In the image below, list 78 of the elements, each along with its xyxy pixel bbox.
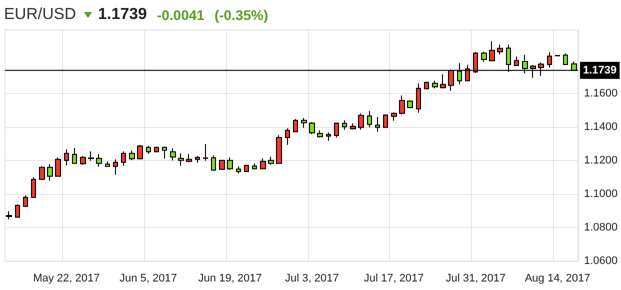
candlestick	[113, 158, 118, 176]
candlestick	[186, 154, 192, 163]
x-tick-label: Jul 31, 2017	[446, 272, 506, 284]
candlestick	[178, 152, 184, 166]
candlestick	[146, 146, 151, 154]
candlestick	[391, 112, 397, 122]
candlestick	[96, 154, 102, 168]
y-tick-label: 1.0800	[584, 222, 618, 234]
candlestick	[80, 156, 86, 166]
candlestick	[358, 112, 364, 130]
candlestick	[55, 156, 61, 178]
text: (-0.35%)	[214, 7, 268, 23]
candlestick	[497, 44, 503, 55]
candlestick	[416, 82, 421, 114]
candlestick	[31, 176, 36, 198]
candlestick	[268, 156, 274, 166]
y-tick-label: 1.1400	[584, 121, 618, 134]
candlestick	[15, 204, 20, 218]
candlestick	[276, 134, 282, 164]
candlestick	[162, 146, 167, 160]
candlestick	[227, 156, 233, 170]
y-tick-label: 1.0600	[584, 255, 618, 267]
candlestick	[293, 118, 298, 133]
ref-line-label: 1.1739	[583, 64, 617, 76]
candlestick	[424, 81, 429, 90]
x-tick-label: Aug 14, 2017	[524, 272, 590, 284]
candlestick	[350, 122, 356, 130]
candlestick	[219, 160, 225, 170]
candlestick	[432, 80, 438, 89]
candlestick	[342, 120, 347, 130]
candlestick	[121, 150, 126, 166]
candlestick	[399, 94, 405, 115]
candlestick	[334, 122, 339, 138]
candlestick	[64, 148, 69, 166]
candlestick	[260, 158, 266, 170]
x-tick-label: Jun 5, 2017	[120, 272, 177, 284]
candlestick	[309, 122, 315, 135]
candlestick	[137, 144, 143, 160]
candlestick	[367, 110, 372, 128]
candlestick	[129, 150, 135, 161]
candlestick	[23, 194, 28, 208]
x-tick-label: Jun 19, 2017	[198, 272, 262, 284]
x-tick-label: May 22, 2017	[33, 272, 100, 284]
candlestick	[317, 130, 323, 138]
candlestick	[211, 154, 216, 172]
y-tick-label: 1.1200	[584, 154, 618, 167]
candlestick	[252, 162, 257, 170]
candlestick	[244, 164, 249, 172]
candlestick	[514, 56, 519, 66]
candlestick	[547, 52, 552, 68]
candlestick	[47, 164, 53, 182]
chart-title: EUR/USD	[4, 6, 76, 24]
candlestick	[203, 143, 208, 162]
x-tick-label: Jul 3, 2017	[285, 272, 339, 284]
y-tick-label: 1.1600	[584, 88, 618, 100]
candlestick	[407, 100, 413, 109]
candlestick	[154, 146, 159, 153]
candlestick	[195, 156, 200, 164]
x-tick-label: Jul 17, 2017	[364, 272, 424, 284]
text: -0.0041	[156, 7, 204, 23]
candlestick	[39, 166, 45, 180]
candlestick	[236, 166, 241, 174]
candlestick	[72, 148, 77, 164]
candlestick	[375, 116, 380, 132]
candlestick	[285, 128, 290, 146]
candlestick	[170, 148, 176, 161]
candlestick	[6, 210, 12, 220]
candlestick	[481, 51, 487, 62]
candlestick	[326, 132, 331, 142]
candlestick	[105, 160, 110, 168]
candlestick	[383, 114, 388, 128]
candlestick	[88, 150, 94, 162]
candlestick	[440, 74, 446, 89]
candlestick	[489, 40, 495, 62]
candlestick	[301, 118, 307, 128]
candlestick	[563, 52, 568, 66]
chart-subtitle: 1.1739	[98, 6, 147, 24]
y-tick-label: 1.1000	[584, 188, 618, 200]
